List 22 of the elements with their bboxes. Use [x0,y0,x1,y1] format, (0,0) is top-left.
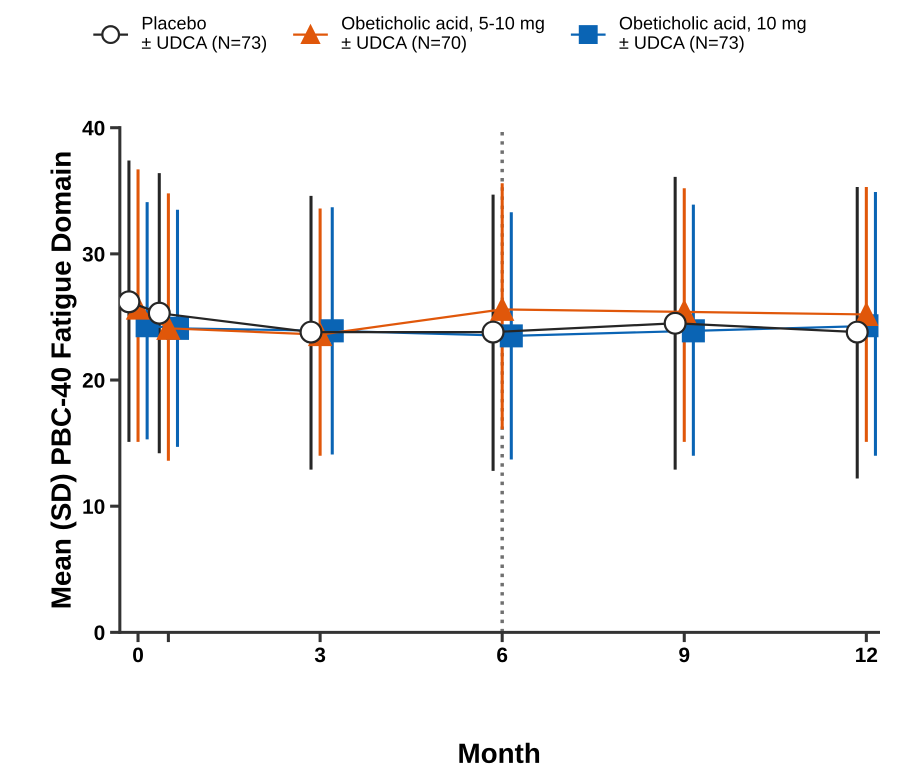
y-tick-label: 0 [94,625,104,640]
y-tick-label: 20 [82,373,104,388]
point [846,320,869,344]
point [148,302,171,325]
x-axis-title: Month [459,742,540,764]
point [664,312,687,335]
x-tick-label: 9 [679,647,690,662]
legend-label: Obeticholic acid, 10 mg ± UDCA (N=73) [620,16,806,53]
y-axis-title: Mean (SD) PBC-40 Fatigue Domain [50,152,77,608]
y-tick-label: 40 [82,120,104,136]
point [156,316,180,340]
x-tick-label: 3 [314,647,326,662]
x-tick-label: 0 [133,647,143,662]
x-tick-label: 6 [497,647,508,662]
point [482,320,505,344]
x-tick-label: 12 [856,647,878,662]
y-tick-label: 30 [82,246,104,262]
point [299,320,323,344]
point [490,298,514,321]
legend-label: Placebo ± UDCA (N=73) [142,16,266,53]
y-tick-label: 10 [83,499,104,514]
legend-label: Obeticholic acid, 5-10 mg ± UDCA (N=70) [342,16,544,53]
